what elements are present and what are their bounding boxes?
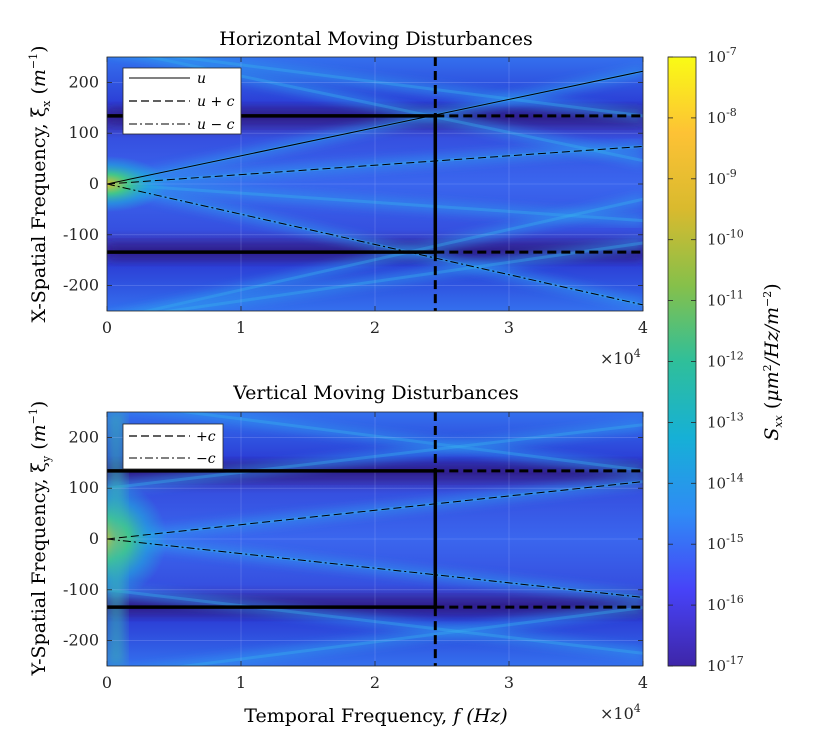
ridge <box>138 238 643 311</box>
colorbar-tick-label: 10-8 <box>707 106 737 127</box>
cutoff-markers <box>107 412 643 666</box>
ticks: 0 1 2 3 4 200 100 0 -100 -200 <box>63 57 648 337</box>
ridge-core <box>159 241 643 311</box>
ridge-core <box>140 197 643 311</box>
y-tick-label: 0 <box>89 529 99 548</box>
colorbar-tick-label: 10-15 <box>707 532 744 553</box>
grid <box>106 412 644 666</box>
colorbar-ticks: 10-7 10-8 10-9 10-10 10-11 10-12 10-13 10-14 10-… <box>668 45 744 675</box>
ridge <box>128 57 643 166</box>
x-tick-label: 1 <box>236 318 246 337</box>
legend-label-minus-c: −c <box>196 451 216 467</box>
colorbar: 10-7 10-8 10-9 10-10 10-11 10-12 10-13 10-14 10-… <box>667 45 785 675</box>
legend-box <box>122 423 224 470</box>
y-axis-label: Y-Spatial Frequency, ξy (m−1) <box>27 401 53 677</box>
y-tick-label: 100 <box>68 123 99 142</box>
colorbar-tick-label: 10-12 <box>707 350 744 371</box>
ridge <box>150 412 643 475</box>
x-tick-label: 2 <box>370 673 380 692</box>
panel-title: Vertical Moving Disturbances <box>232 382 519 404</box>
y-tick-label: 100 <box>68 478 99 497</box>
heatmap-plot: 0 1 2 3 4 200 100 0 -100 -200 <box>63 411 648 692</box>
ridge <box>107 179 643 226</box>
y-tick-label: -200 <box>63 631 99 650</box>
y-tick-label: 0 <box>89 174 99 193</box>
colorbar-tick-label: 10-10 <box>707 228 744 249</box>
x-tick-label: 1 <box>236 673 246 692</box>
ridge <box>107 585 643 658</box>
ridge-core <box>107 423 643 490</box>
x-multiplier: ×104 <box>600 702 641 723</box>
colorbar-label: Sxx (μm2/Hz/m−2) <box>761 283 785 440</box>
panel-title: Horizontal Moving Disturbances <box>219 28 532 50</box>
low-frequency-hotspot <box>107 156 167 212</box>
x-tick-label: 4 <box>638 673 648 692</box>
y-axis-label: X-Spatial Frequency, ξx (m−1) <box>27 45 53 322</box>
colorbar-tick-label: 10-11 <box>707 289 744 310</box>
series-line-2 <box>107 183 643 306</box>
ridge-core <box>167 57 643 118</box>
ridge-core <box>107 588 643 655</box>
ridge-core <box>107 182 643 223</box>
heatmap-plot: 0 1 2 3 4 200 100 0 -100 -200 <box>63 56 648 337</box>
legend-label-u-minus-c: u − c <box>197 117 235 133</box>
colorbar-tick-label: 10-9 <box>707 167 737 188</box>
legend: u u + c u − c <box>122 67 242 135</box>
ticks: 0 1 2 3 4 200 100 0 -100 -200 <box>63 412 648 692</box>
y-tick-label: 200 <box>68 427 99 446</box>
x-tick-label: 3 <box>504 318 514 337</box>
colorbar-tick-label: 10-16 <box>707 593 744 614</box>
ridge <box>107 420 643 493</box>
series-line-1 <box>107 538 643 598</box>
x-axis-label: Temporal Frequency, f (Hz) <box>244 705 507 727</box>
x-tick-label: 3 <box>504 673 514 692</box>
x-tick-label: 4 <box>638 318 648 337</box>
ridge <box>150 603 643 666</box>
y-tick-label: -100 <box>63 580 99 599</box>
x-tick-label: 0 <box>102 318 112 337</box>
ridge-core <box>174 412 643 472</box>
colorbar-tick-label: 10-7 <box>707 45 737 66</box>
colorbar-tick-label: 10-13 <box>707 410 744 431</box>
ridge-core <box>143 57 643 163</box>
cutoff-markers <box>107 57 643 311</box>
panel-vertical: Vertical Moving Disturbances 0 1 2 3 4 200 100… <box>27 382 648 727</box>
series-line-1 <box>107 145 643 185</box>
y-tick-label: 200 <box>68 72 99 91</box>
series-line-0 <box>107 481 643 540</box>
legend-label-plus-c: +c <box>196 429 216 445</box>
y-tick-label: -200 <box>63 276 99 295</box>
legend-label-u: u <box>197 71 206 87</box>
low-frequency-column <box>107 412 125 666</box>
ridge-core <box>174 606 643 666</box>
x-tick-label: 2 <box>370 318 380 337</box>
ridge <box>127 194 643 311</box>
ridge <box>143 57 643 121</box>
series-line-0 <box>107 70 643 185</box>
legend-label-u-plus-c: u + c <box>197 94 235 110</box>
colorbar-tick-label: 10-14 <box>707 471 744 492</box>
colorbar-tick-label: 10-17 <box>707 654 744 675</box>
panel-horizontal: Horizontal Moving Disturbances 0 1 2 3 4 200 1… <box>27 28 648 368</box>
x-tick-label: 0 <box>102 673 112 692</box>
y-tick-label: -100 <box>63 225 99 244</box>
x-multiplier: ×104 <box>600 347 641 368</box>
legend: +c −c <box>122 423 224 470</box>
